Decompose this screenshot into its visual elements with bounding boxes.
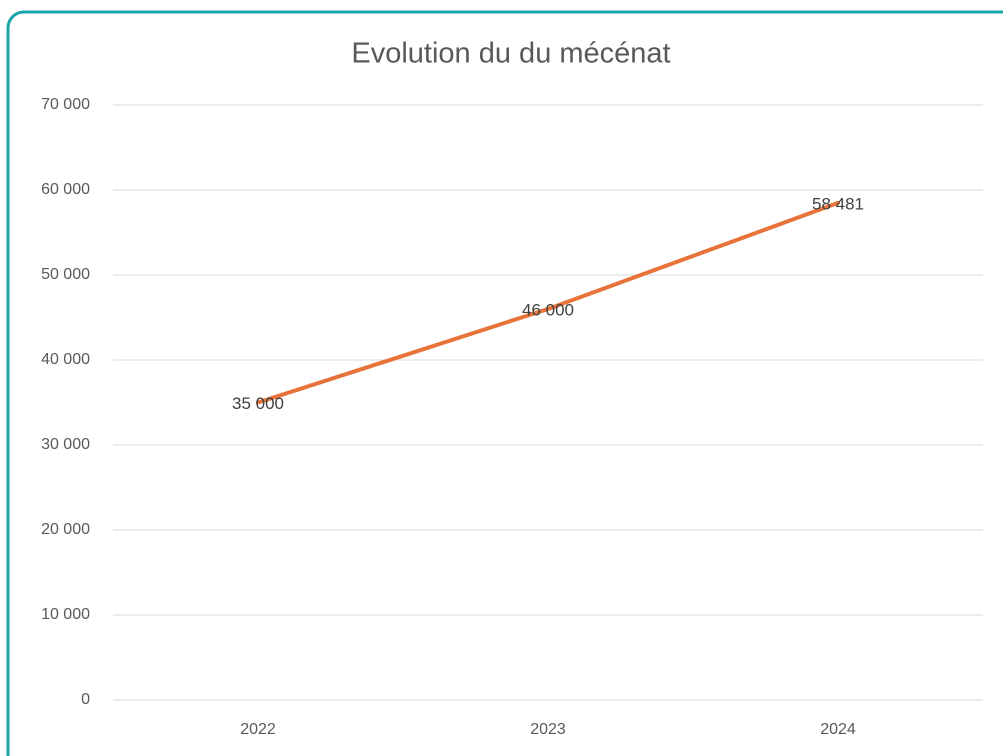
x-tick-label: 2023 (530, 721, 566, 738)
series-line (256, 200, 840, 405)
chart-title: Evolution du du mécénat (351, 38, 670, 70)
data-label: 46 000 (522, 300, 574, 319)
y-tick-label: 10 000 (41, 606, 90, 623)
y-tick-label: 50 000 (41, 266, 90, 283)
frame (6, 10, 1003, 756)
x-tick-label: 2024 (820, 721, 856, 738)
y-tick-label: 30 000 (41, 436, 90, 453)
y-tick-label: 20 000 (41, 521, 90, 538)
y-tick-label: 0 (81, 691, 90, 708)
y-tick-label: 70 000 (41, 96, 90, 113)
y-tick-label: 60 000 (41, 181, 90, 198)
y-tick-label: 40 000 (41, 351, 90, 368)
data-label: 58 481 (812, 194, 864, 213)
x-tick-label: 2022 (240, 721, 276, 738)
data-label: 35 000 (232, 394, 284, 413)
